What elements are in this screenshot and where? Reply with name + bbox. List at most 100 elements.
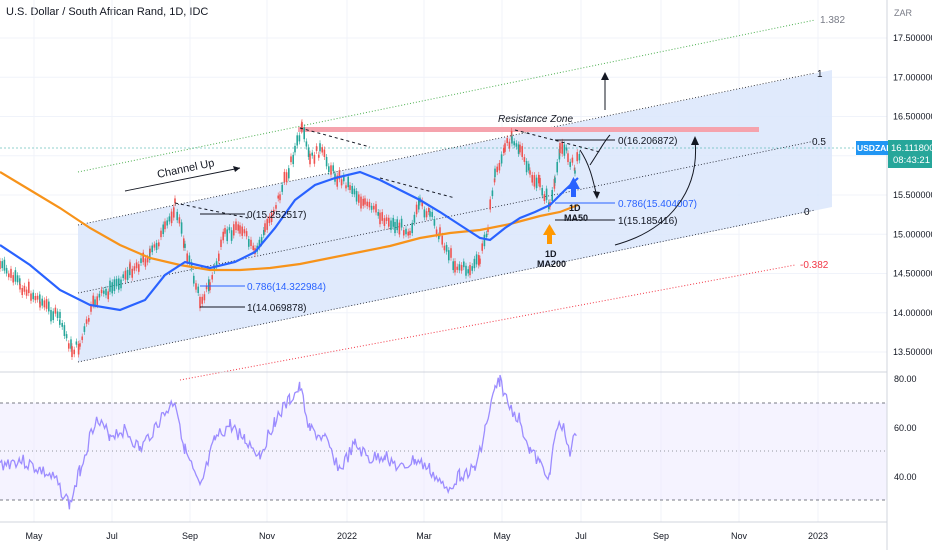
candle-body: [358, 194, 360, 203]
candle-body: [323, 149, 326, 157]
chart-title: U.S. Dollar / South African Rand, 1D, ID…: [6, 6, 209, 18]
symbol-badge-bg: [856, 141, 888, 155]
candle-body: [558, 148, 561, 160]
candle-body: [122, 274, 124, 279]
candle-body: [285, 172, 288, 183]
candle-body: [77, 343, 80, 355]
time-tick: May: [25, 531, 43, 541]
time-tick: Nov: [259, 531, 276, 541]
candle-body: [263, 230, 265, 236]
candle-body: [94, 299, 96, 306]
candle-body: [113, 279, 116, 292]
ma200-arrow-head: [543, 224, 556, 235]
candle-body: [184, 243, 186, 248]
candle-body: [266, 219, 268, 230]
candle-body: [510, 130, 513, 141]
candle-body: [10, 268, 12, 278]
candle-body: [199, 296, 201, 309]
candle-body: [504, 143, 506, 152]
candle-body: [133, 266, 136, 271]
candle-body: [533, 175, 536, 187]
candle-body: [260, 237, 263, 244]
candle-body: [226, 229, 228, 242]
resistance-zone[interactable]: [298, 127, 759, 132]
candle-body: [515, 143, 518, 147]
candle-body: [215, 261, 218, 267]
candle-body: [301, 122, 303, 130]
candle-body: [144, 258, 147, 267]
candle-body: [443, 245, 446, 251]
candle-body: [435, 229, 438, 235]
candle-body: [71, 346, 73, 358]
candle-body: [321, 147, 323, 153]
ma50-line: [0, 170, 579, 312]
channel-line-minus0382: [179, 264, 796, 381]
candle-body: [52, 311, 54, 321]
candle-body: [528, 163, 530, 171]
candle-body: [355, 191, 358, 202]
candle-body: [531, 174, 533, 183]
candle-body: [105, 288, 107, 296]
price-axis[interactable]: [887, 0, 932, 550]
candle-body: [294, 145, 296, 153]
candle-body: [338, 170, 341, 180]
candle-body: [475, 254, 478, 265]
price-tick: 16.500000: [893, 112, 932, 122]
time-axis[interactable]: May Jul Sep Nov 2022 Mar May Jul Sep Nov 2023: [25, 531, 828, 541]
candle-body: [471, 266, 473, 271]
price-tick: 15.500000: [893, 190, 932, 200]
channel-fill: [78, 70, 832, 362]
candle-body: [233, 224, 235, 236]
candle-body: [413, 214, 416, 223]
candle-body: [452, 261, 454, 271]
candle-body: [16, 275, 19, 283]
candle-body: [166, 220, 168, 226]
candle-body: [126, 269, 129, 280]
candle-body: [576, 152, 578, 162]
candle-body: [103, 290, 105, 294]
time-tick: Sep: [182, 531, 198, 541]
level-1382: 1.382: [820, 15, 845, 26]
candle-body: [571, 157, 574, 163]
candle-body: [39, 301, 41, 308]
candle-body: [496, 166, 498, 173]
candle-body: [567, 153, 569, 163]
candle-body: [25, 289, 28, 296]
candle-body: [92, 295, 94, 306]
candle-body: [421, 200, 423, 207]
projection-up-curve: [614, 139, 697, 246]
candle-body: [32, 292, 34, 300]
candle-body: [561, 141, 563, 154]
candle-body: [164, 221, 166, 230]
candle-body: [170, 211, 173, 224]
channel-line-05: [77, 140, 816, 294]
candle-body: [491, 190, 494, 197]
candle-body: [478, 255, 480, 266]
candle-body: [303, 127, 305, 140]
level-minus0382: -0.382: [800, 260, 829, 271]
candle-body: [460, 265, 463, 271]
candle-body: [183, 238, 185, 248]
candle-body: [120, 279, 122, 289]
candle-body: [538, 174, 540, 184]
candle-body: [390, 220, 392, 230]
candle-body: [205, 285, 208, 290]
candle-body: [252, 245, 254, 251]
candle-body: [138, 264, 140, 272]
candle-body: [569, 161, 571, 167]
candle-body: [448, 250, 450, 261]
candle-body: [481, 243, 483, 251]
candle-body: [454, 261, 456, 273]
candle-body: [211, 275, 213, 280]
ma200-line: [0, 171, 579, 272]
candle-body: [281, 184, 283, 192]
candle-body: [34, 295, 37, 301]
candle-body: [186, 253, 188, 262]
channel-line-0: [77, 209, 816, 363]
candle-body: [5, 267, 8, 274]
price-tick: 15.000000: [893, 229, 932, 239]
projection-down-arrowhead: [593, 191, 600, 199]
candle-body: [379, 212, 381, 225]
time-tick: Jul: [575, 531, 587, 541]
